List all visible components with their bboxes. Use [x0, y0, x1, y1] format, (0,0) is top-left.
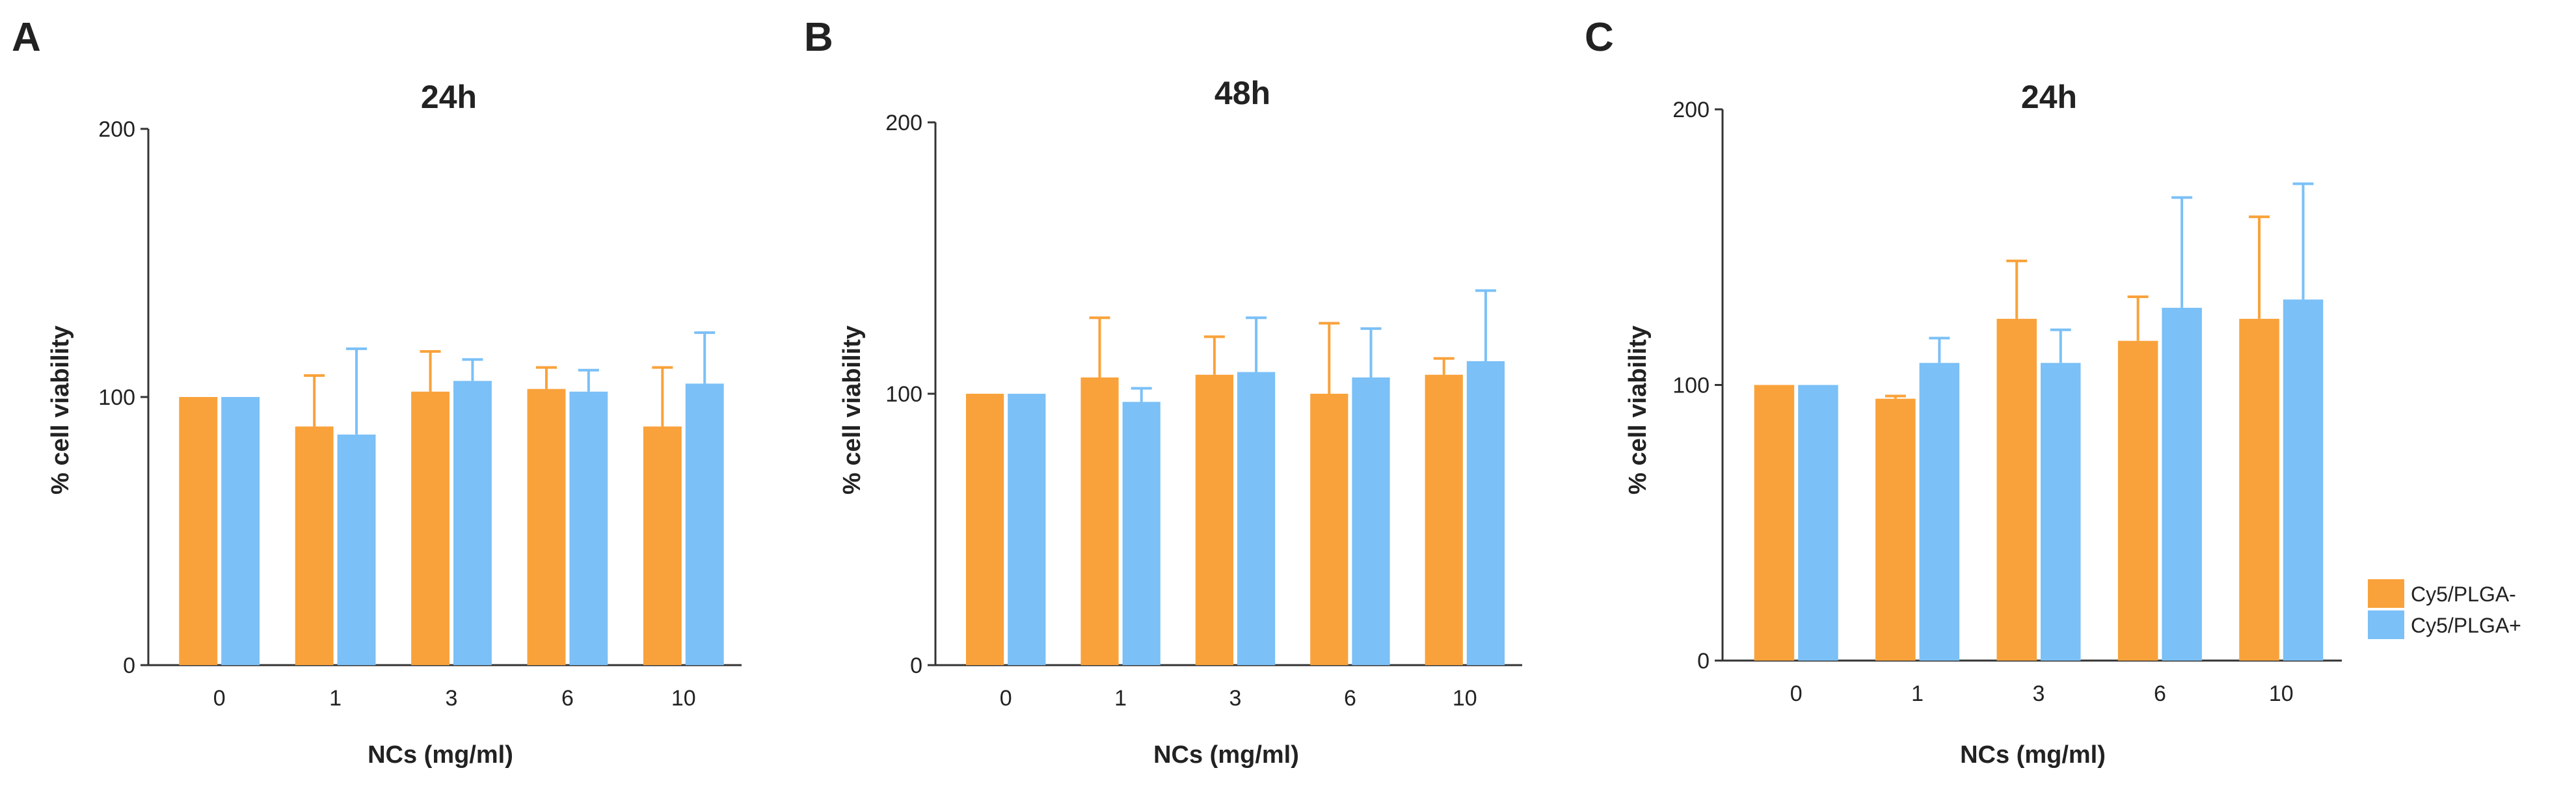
chart-title-b: 48h [1214, 75, 1270, 111]
bar-a-s2-0 [221, 397, 260, 665]
bar-b-s1-1 [1080, 377, 1119, 665]
bar-c-s1-3 [1996, 318, 2037, 661]
bar-a-s1-1 [295, 426, 334, 665]
x-tick-label-a: 1 [329, 686, 342, 711]
panel-letter-b: B [804, 15, 833, 60]
x-tick-label-a: 6 [561, 686, 574, 711]
x-tick-label-b: 10 [1453, 686, 1477, 711]
bar-a-s1-3 [411, 391, 449, 665]
y-tick-label-c: 200 [1672, 98, 1710, 122]
legend: Cy5/PLGA- Cy5/PLGA+ [2368, 579, 2521, 639]
bar-c-s1-1 [1875, 398, 1916, 661]
y-tick-label-b: 100 [885, 382, 922, 407]
bar-b-s1-3 [1195, 374, 1233, 665]
bar-c-s2-1 [1919, 363, 1960, 661]
bar-b-s1-6 [1310, 394, 1348, 665]
bar-b-s2-3 [1237, 372, 1276, 665]
x-tick-label-a: 3 [446, 686, 458, 711]
y-axis-label-a: % cell viability [47, 325, 74, 495]
x-tick-label-c: 3 [2033, 681, 2045, 706]
x-tick-label-b: 1 [1114, 686, 1127, 711]
panel-c: C 24h % cell viability NCs (mg/ml) 01002… [1585, 15, 2342, 769]
plot-area-a: 0 100 200 0 1 3 6 10 [98, 117, 742, 711]
panel-b: B 48h % cell viability NCs (mg/ml) 01002… [804, 15, 1522, 769]
x-tick-label-a: 0 [213, 686, 226, 711]
bar-a-s1-10 [643, 426, 682, 665]
legend-swatch-cy5-plga-plus [2368, 610, 2404, 639]
chart-title-a: 24h [421, 79, 477, 115]
panel-a: A 24h % cell viability NCs (mg/ml) 01002… [12, 15, 742, 769]
bar-c-s1-10 [2239, 318, 2279, 661]
plot-area-c: 0 100 200 0 1 3 6 10 [1672, 98, 2342, 706]
x-tick-label-c: 1 [1911, 681, 1924, 706]
x-tick-label-b: 6 [1344, 686, 1356, 711]
bar-b-s2-10 [1466, 361, 1505, 665]
bar-b-s2-6 [1352, 377, 1390, 665]
plot-area-b: 0 100 200 0 1 3 6 10 [885, 111, 1522, 711]
x-tick-label-a: 10 [671, 686, 696, 711]
bar-a-s2-6 [569, 391, 608, 665]
y-tick-label-c: 100 [1672, 374, 1710, 398]
y-tick-label-a: 0 [123, 653, 135, 678]
x-tick-label-b: 0 [1000, 686, 1012, 711]
bar-c-s2-3 [2041, 363, 2081, 661]
x-tick-label-c: 0 [1790, 681, 1803, 706]
chart-title-c: 24h [2021, 79, 2077, 115]
y-axis-label-c: % cell viability [1624, 325, 1652, 495]
bar-c-s1-6 [2117, 340, 2158, 661]
bar-b-s1-10 [1425, 374, 1463, 665]
bar-a-s2-3 [453, 381, 492, 665]
bar-a-s2-10 [685, 383, 724, 665]
x-axis-label-c: NCs (mg/ml) [1960, 741, 2106, 769]
panel-letter-c: C [1585, 15, 1614, 60]
y-tick-label-b: 200 [885, 111, 922, 135]
bar-c-s2-6 [2162, 307, 2202, 661]
bar-b-s2-0 [1008, 394, 1046, 665]
bar-a-s1-0 [179, 397, 218, 665]
bar-b-s1-0 [965, 394, 1004, 665]
bar-c-s2-10 [2283, 299, 2324, 661]
bar-a-s2-1 [337, 434, 376, 665]
legend-label-cy5-plga-minus: Cy5/PLGA- [2411, 582, 2516, 606]
bar-c-s2-0 [1798, 385, 1838, 661]
legend-label-cy5-plga-plus: Cy5/PLGA+ [2411, 614, 2521, 637]
y-tick-label-c: 0 [1697, 649, 1710, 674]
x-axis-label-b: NCs (mg/ml) [1153, 741, 1299, 769]
y-axis-label-b: % cell viability [839, 325, 866, 495]
bar-b-s2-1 [1122, 402, 1161, 665]
panel-letter-a: A [12, 15, 41, 60]
legend-swatch-cy5-plga-minus [2368, 579, 2404, 608]
x-axis-label-a: NCs (mg/ml) [368, 741, 513, 769]
x-tick-label-b: 3 [1229, 686, 1242, 711]
x-tick-label-c: 6 [2154, 681, 2166, 706]
y-tick-label-a: 200 [98, 117, 135, 142]
x-tick-label-c: 10 [2269, 681, 2294, 706]
bar-a-s1-6 [527, 389, 566, 665]
bar-c-s1-0 [1754, 385, 1795, 661]
y-tick-label-b: 0 [910, 653, 922, 678]
y-tick-label-a: 100 [98, 385, 135, 410]
